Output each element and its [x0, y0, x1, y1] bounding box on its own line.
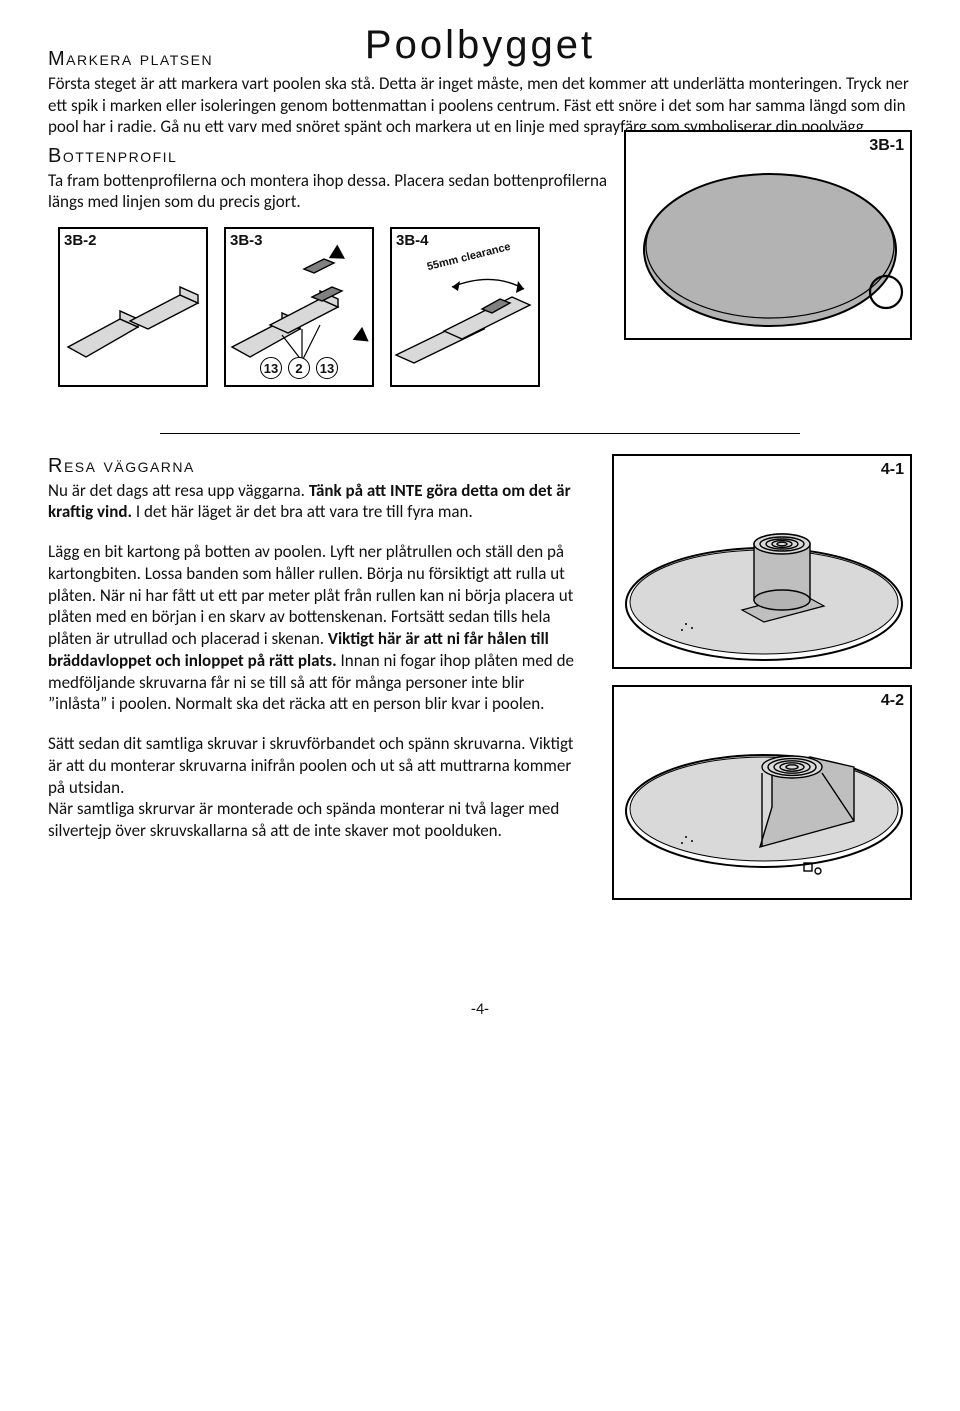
panel-3b2: 3B-2: [58, 227, 208, 387]
section1-body: Första steget är att markera vart poolen…: [48, 73, 912, 138]
section-divider: [160, 433, 800, 434]
circled-parts-row: 13 2 13: [226, 357, 372, 379]
part-circle: 13: [260, 357, 282, 379]
panel-label-3b3: 3B-3: [230, 231, 263, 250]
section3-p1b: I det här läget är det bra att vara tre …: [132, 501, 473, 522]
section3-p2: Lägg en bit kartong på botten av poolen.…: [48, 541, 586, 715]
figure-3b1: 3B-1: [624, 130, 912, 340]
section3-p1a: Nu är det dags att resa upp väggarna.: [48, 480, 309, 501]
page-number: -4-: [48, 1000, 912, 1020]
part-circle: 2: [288, 357, 310, 379]
figure-label-4-1: 4-1: [881, 460, 904, 480]
section3-p1: Nu är det dags att resa upp väggarna. Tä…: [48, 480, 586, 524]
figure-4-2: 4-2: [612, 685, 912, 900]
panel-3b4: 3B-4 55mm clearance: [390, 227, 540, 387]
panel-3b3: 3B-3 13 2 13: [224, 227, 374, 387]
panel-label-3b2: 3B-2: [64, 231, 97, 250]
section2-body: Ta fram bottenprofilerna och montera iho…: [48, 170, 608, 214]
part-circle: 13: [316, 357, 338, 379]
figure-3b1-svg: [626, 132, 914, 342]
section3-p3: Sätt sedan dit samtliga skruvar i skruvf…: [48, 733, 586, 842]
figure-label-3b1: 3B-1: [869, 136, 904, 156]
heading-resa: Resa väggarna: [48, 454, 586, 480]
heading-bottenprofil: Bottenprofil: [48, 144, 608, 170]
figure-4-1: 4-1: [612, 454, 912, 669]
panel-label-3b4: 3B-4: [396, 231, 429, 250]
figure-label-4-2: 4-2: [881, 691, 904, 711]
